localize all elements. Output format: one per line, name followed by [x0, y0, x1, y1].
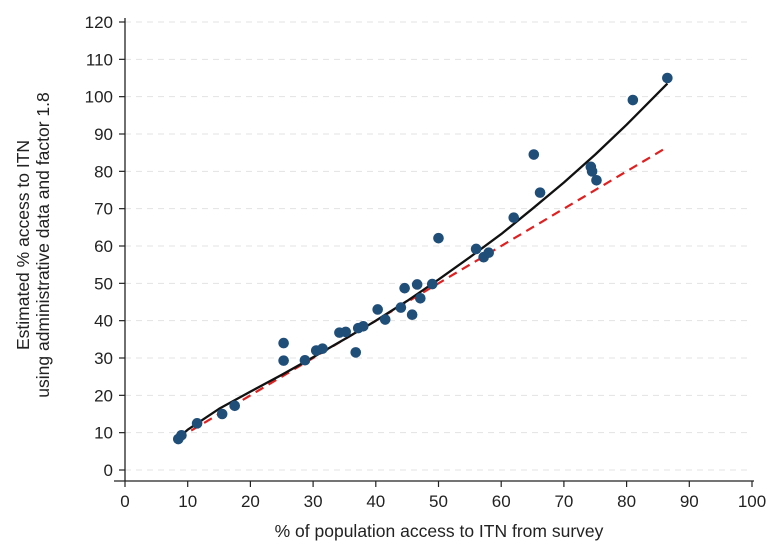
x-tick-label-20: 20	[241, 492, 260, 511]
y-tick-label-0: 0	[104, 461, 113, 480]
y-tick-label-60: 60	[94, 237, 113, 256]
fit-curve	[177, 82, 669, 439]
data-point-23	[433, 232, 444, 244]
y-tick-label-110: 110	[86, 50, 113, 69]
y-tick-label-10: 10	[94, 424, 113, 443]
data-point-12	[350, 347, 362, 358]
data-point-17	[395, 302, 407, 313]
data-point-7	[299, 354, 311, 366]
data-point-26	[483, 247, 494, 259]
data-point-29	[534, 187, 546, 198]
x-tick-label-80: 80	[617, 492, 636, 511]
x-tick-label-30: 30	[304, 492, 323, 511]
y-tick-label-80: 80	[94, 162, 113, 181]
y-tick-label-90: 90	[94, 125, 113, 144]
data-point-19	[406, 309, 418, 320]
data-point-32	[591, 174, 602, 186]
y-tick-label-100: 100	[85, 88, 113, 107]
data-point-24	[470, 243, 482, 255]
data-point-2	[191, 418, 203, 429]
x-tick-label-60: 60	[492, 492, 511, 511]
reference-line-layer	[177, 146, 668, 440]
data-point-4	[229, 400, 241, 412]
y-axis-title-line2: using administrative data and factor 1.8	[33, 92, 53, 397]
y-axis-title-line1: Estimated % access to ITN	[13, 140, 33, 350]
y-tick-label-30: 30	[94, 349, 113, 368]
data-point-3	[216, 408, 228, 420]
data-point-34	[662, 72, 673, 84]
y-tick-label-70: 70	[94, 200, 113, 219]
y-tick-label-50: 50	[94, 274, 113, 293]
x-axis-title: % of population access to ITN from surve…	[275, 521, 604, 541]
data-point-16	[379, 314, 391, 325]
data-point-14	[357, 320, 369, 332]
y-tick-label-20: 20	[94, 386, 113, 405]
x-tick-label-10: 10	[178, 492, 197, 511]
data-point-28	[528, 149, 540, 160]
x-tick-label-50: 50	[429, 492, 448, 511]
y-tick-label-120: 120	[85, 13, 113, 32]
data-point-31	[586, 166, 598, 177]
data-point-27	[508, 212, 520, 223]
data-point-1	[176, 429, 187, 441]
x-tick-label-40: 40	[366, 492, 385, 511]
gridlines	[125, 21, 752, 471]
x-tick-label-90: 90	[680, 492, 699, 511]
x-tick-label-0: 0	[120, 492, 129, 511]
data-point-9	[317, 343, 328, 354]
fit-curve-layer	[177, 82, 669, 439]
x-tick-label-70: 70	[554, 492, 573, 511]
data-point-21	[415, 292, 426, 304]
data-point-11	[340, 326, 352, 338]
x-tick-label-100: 100	[738, 492, 766, 511]
y-tick-label-40: 40	[94, 312, 113, 331]
data-point-15	[372, 304, 383, 315]
axes: 0 10 20 30 40 50 60 70 80 90 100 110 120 0 10 20 30 40 50 6…	[85, 13, 767, 511]
data-point-33	[627, 94, 639, 106]
data-point-18	[399, 282, 410, 294]
data-point-6	[278, 355, 289, 366]
data-point-20	[411, 279, 423, 290]
data-point-22	[426, 278, 438, 290]
data-points	[172, 72, 673, 445]
reference-line	[177, 146, 668, 440]
data-point-5	[278, 337, 289, 349]
